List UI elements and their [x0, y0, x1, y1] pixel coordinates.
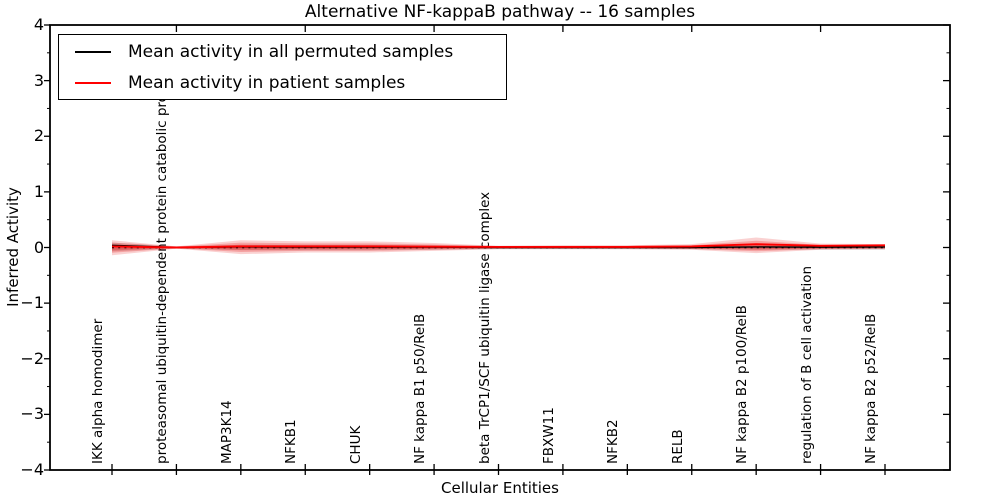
y-tick-label: −2 [20, 348, 44, 368]
x-axis-title: Cellular Entities [441, 479, 559, 497]
patient-line-swatch [75, 81, 111, 84]
y-tick-label: −4 [20, 460, 44, 479]
y-tick-label: 1 [33, 181, 44, 201]
legend-label-permuted: Mean activity in all permuted samples [128, 41, 454, 62]
x-category-label: NF kappa B1 p50/RelB [412, 313, 429, 464]
x-category-label: CHUK [347, 425, 364, 464]
legend-item-patient: Mean activity in patient samples [59, 71, 506, 95]
x-category-label: NFKB1 [283, 419, 300, 464]
x-category-label: NFKB2 [605, 419, 622, 464]
y-tick-label: −1 [20, 293, 44, 313]
x-category-label: MAP3K14 [218, 400, 235, 464]
x-category-label: RELB [669, 429, 686, 464]
chart-title: Alternative NF-kappaB pathway -- 16 samp… [304, 2, 696, 22]
y-tick-label: 2 [33, 126, 44, 146]
permuted-line-swatch [75, 50, 111, 53]
y-tick-label: 0 [33, 237, 44, 257]
x-category-label: regulation of B cell activation [798, 265, 815, 464]
y-axis-title: Inferred Activity [4, 187, 22, 307]
x-category-label: IKK alpha homodimer [90, 318, 106, 464]
x-category-label: NF kappa B2 p52/RelB [863, 313, 879, 464]
y-tick-label: −3 [20, 404, 44, 424]
y-tick-label: 3 [33, 70, 44, 90]
x-category-label: NF kappa B2 p100/RelB [734, 305, 751, 464]
x-category-label: FBXW11 [540, 407, 557, 464]
y-tick-label: 4 [33, 15, 44, 34]
x-category-label: beta TrCP1/SCF ubiquitin ligase complex [476, 191, 493, 464]
legend-label-patient: Mean activity in patient samples [128, 72, 406, 93]
legend-item-permuted: Mean activity in all permuted samples [59, 40, 506, 64]
x-category-label: proteasomal ubiquitin-dependent protein … [154, 64, 171, 464]
legend-box: Mean activity in all permuted samples Me… [58, 34, 507, 100]
